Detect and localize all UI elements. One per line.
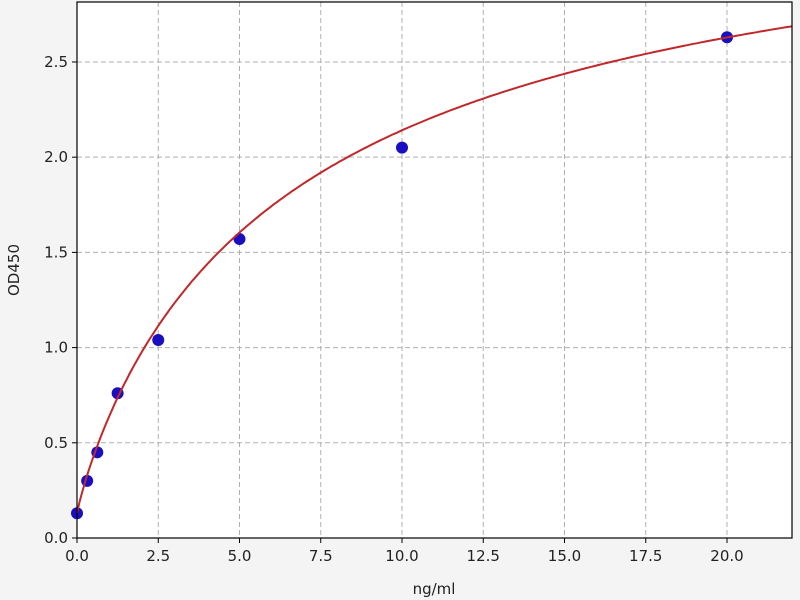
x-tick-label: 12.5 <box>467 547 500 565</box>
x-tick-label: 10.0 <box>385 547 418 565</box>
y-tick-label: 0.5 <box>44 434 68 452</box>
ticks: 0.0 2.5 5.0 7.5 10.0 12.5 15.0 17.5 20.0 0.0 0.5 1.… <box>44 53 744 565</box>
y-tick-label: 1.0 <box>44 339 68 357</box>
y-tick-label: 2.0 <box>44 148 68 166</box>
x-tick-label: 5.0 <box>228 547 252 565</box>
y-tick-label: 1.5 <box>44 243 68 261</box>
fit-curve <box>76 25 793 514</box>
x-tick-label: 0.0 <box>65 547 89 565</box>
x-tick-label: 2.5 <box>146 547 170 565</box>
y-tick-label: 0.0 <box>44 529 68 547</box>
data-point <box>152 333 165 346</box>
y-tick-label: 2.5 <box>44 53 68 71</box>
y-axis-label: OD450 <box>5 244 23 296</box>
data-point <box>233 233 246 246</box>
data-point <box>396 141 408 154</box>
x-tick-label: 15.0 <box>548 547 581 565</box>
x-tick-label: 7.5 <box>309 547 333 565</box>
plot-frame <box>76 1 793 539</box>
x-axis-label: ng/ml <box>413 580 456 598</box>
plot-background <box>77 2 792 538</box>
x-tick-label: 20.0 <box>710 547 743 565</box>
x-tick-label: 17.5 <box>629 547 662 565</box>
